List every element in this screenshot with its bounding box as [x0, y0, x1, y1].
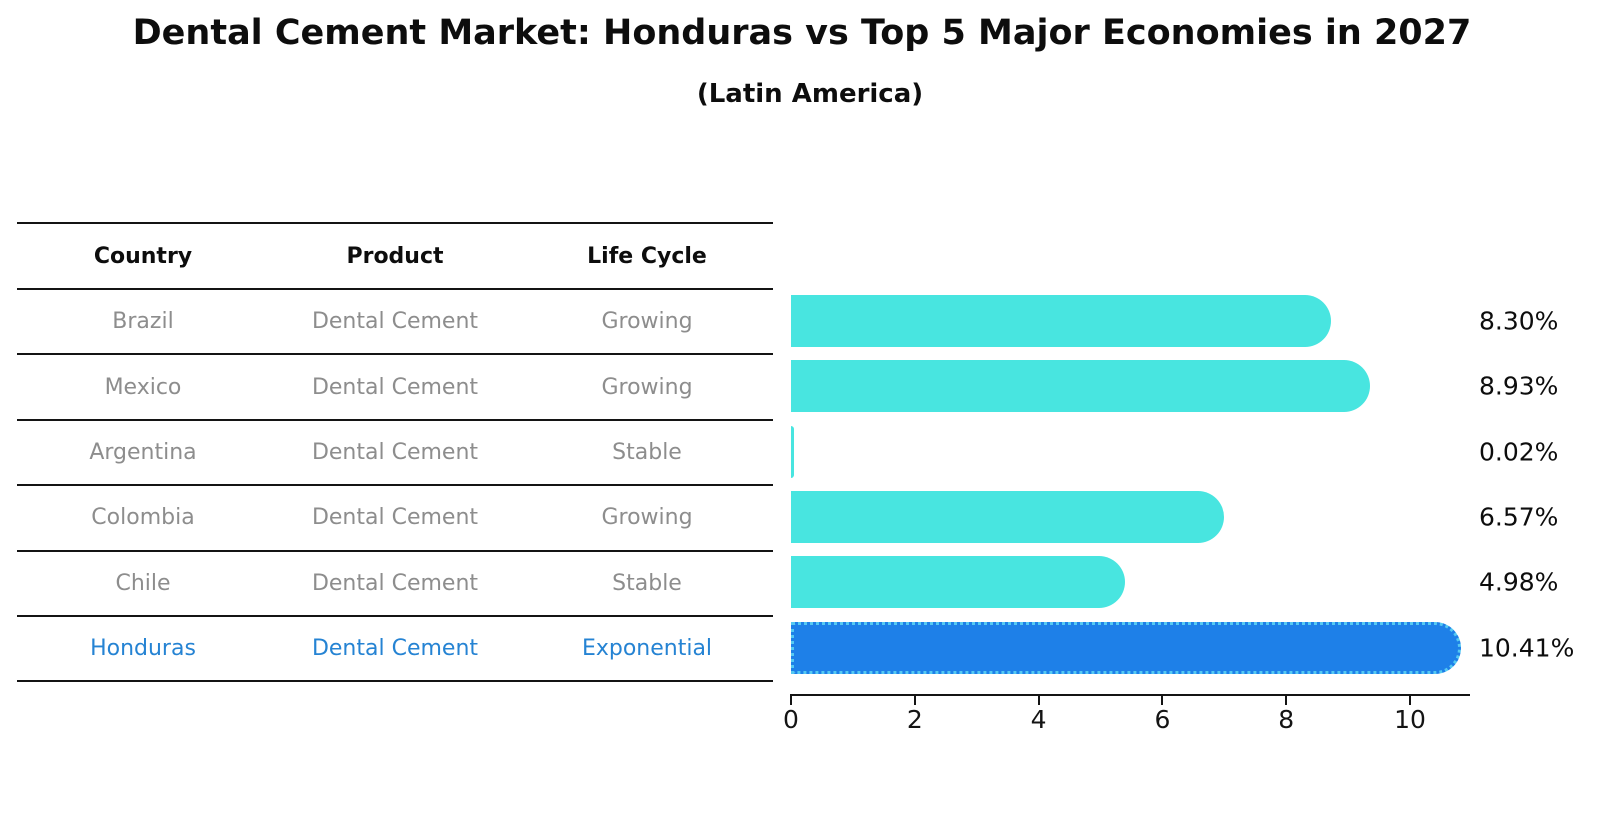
chart-subtitle: (Latin America)	[696, 79, 924, 109]
table-row-colombia: Colombia Dental Cement Growing	[17, 486, 773, 552]
bar-brazil	[791, 294, 1331, 347]
cell-life-cycle: Growing	[601, 505, 693, 531]
x-axis-tick-label: 4	[1030, 705, 1047, 734]
cell-life-cycle: Stable	[612, 570, 682, 596]
x-axis-tick	[1409, 696, 1411, 705]
bar-value-label-mexico: 8.93%	[1479, 371, 1559, 401]
x-axis-tick-label: 8	[1278, 705, 1295, 734]
cell-product: Dental Cement	[311, 439, 479, 465]
x-axis-tick	[1161, 696, 1164, 705]
chart-title: Dental Cement Market: Honduras vs Top 5 …	[132, 13, 1472, 53]
cell-product: Dental Cement	[311, 570, 479, 596]
x-axis-tick-label: 0	[783, 705, 799, 734]
x-axis-tick-label: 6	[1154, 705, 1171, 734]
x-axis-tick	[913, 696, 916, 705]
table-row-chile: Chile Dental Cement Stable	[17, 552, 773, 617]
bar-argentina	[791, 425, 794, 478]
x-axis-line	[790, 694, 1470, 696]
table-row-argentina: Argentina Dental Cement Stable	[17, 421, 773, 487]
cell-product: Dental Cement	[311, 636, 479, 662]
x-axis-tick	[1285, 696, 1288, 705]
x-axis-tick-label: 2	[906, 705, 923, 734]
bar-value-label-colombia: 6.57%	[1479, 502, 1559, 532]
bar-value-label-brazil: 8.30%	[1479, 306, 1559, 336]
cell-country: Argentina	[89, 439, 197, 465]
x-axis-tick	[790, 696, 792, 705]
cell-country: Mexico	[104, 374, 182, 400]
bar-honduras	[791, 621, 1462, 674]
table-body: Brazil Dental Cement Growing Mexico Dental C…	[17, 290, 773, 683]
table-header-life-cycle: Life Cycle	[587, 243, 707, 269]
x-axis-tick	[1037, 696, 1040, 705]
cell-product: Dental Cement	[311, 374, 479, 400]
x-axis-tick-label: 10	[1394, 705, 1426, 734]
bar-chile	[791, 556, 1126, 609]
bar-mexico	[791, 360, 1370, 413]
cell-country: Chile	[115, 570, 171, 596]
cell-country: Honduras	[90, 636, 196, 662]
cell-life-cycle: Growing	[601, 374, 693, 400]
bar-value-label-chile: 4.98%	[1479, 567, 1559, 597]
bar-value-label-argentina: 0.02%	[1479, 437, 1559, 466]
cell-product: Dental Cement	[311, 505, 479, 531]
table-header-country: Country	[93, 243, 193, 269]
cell-product: Dental Cement	[311, 309, 479, 335]
bar-value-label-honduras: 10.41%	[1479, 633, 1575, 663]
cell-life-cycle: Growing	[601, 309, 693, 335]
table-header-row: Country Product Life Cycle	[17, 224, 773, 290]
bar-plot-area	[791, 288, 1491, 681]
table-row-mexico: Mexico Dental Cement Growing	[17, 355, 773, 421]
cell-life-cycle: Stable	[612, 439, 682, 465]
table-row-brazil: Brazil Dental Cement Growing	[17, 290, 773, 356]
table-row-honduras: Honduras Dental Cement Exponential	[17, 617, 773, 683]
cell-country: Colombia	[91, 505, 195, 531]
cell-country: Brazil	[112, 309, 174, 335]
cell-life-cycle: Exponential	[581, 636, 713, 662]
table-header-product: Product	[346, 243, 444, 269]
country-table: Country Product Life Cycle Brazil Dental …	[17, 222, 773, 683]
bar-colombia	[791, 490, 1224, 543]
